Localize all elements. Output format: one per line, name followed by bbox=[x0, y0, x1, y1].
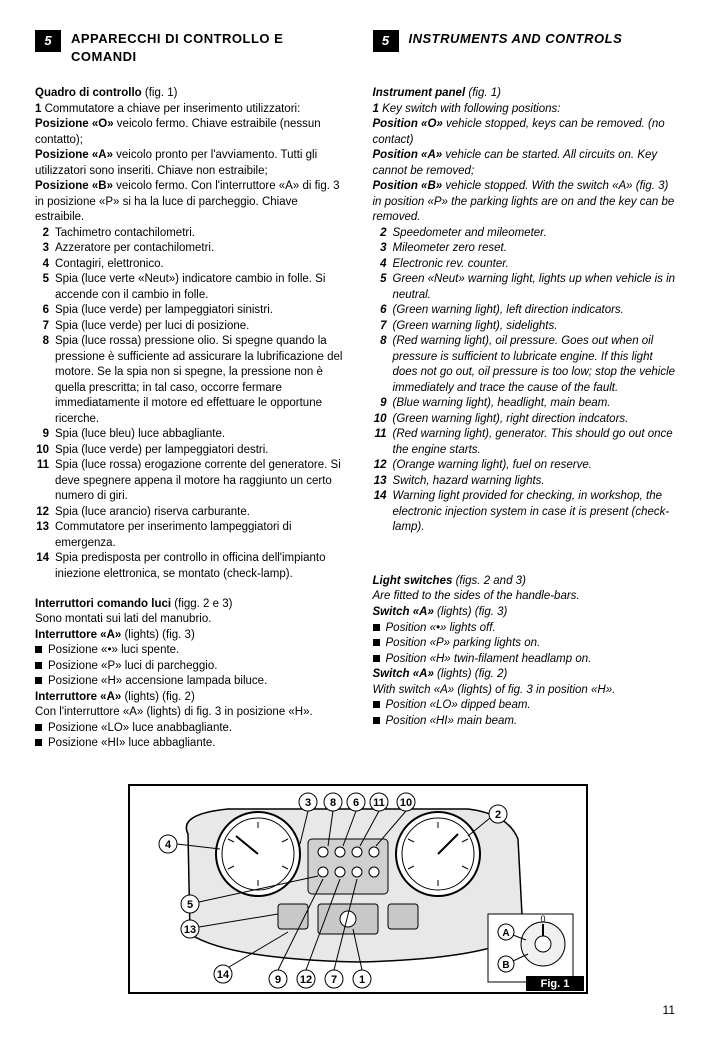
lights-block: Interruttori comando luci (figg. 2 e 3) … bbox=[35, 597, 343, 752]
lights-heading: Light switches (figs. 2 and 3) bbox=[373, 574, 681, 590]
list-item: 9(Blue warning light), headlight, main b… bbox=[373, 396, 681, 412]
svg-text:10: 10 bbox=[399, 797, 411, 809]
bullet-item: Position «HI» main beam. bbox=[373, 714, 681, 730]
bullet-item: Posizione «H» accensione lampada biluce. bbox=[35, 674, 343, 690]
item-1: 1 Commutatore a chiave per inserimento u… bbox=[35, 102, 343, 118]
svg-text:B: B bbox=[502, 960, 509, 971]
svg-text:2: 2 bbox=[494, 809, 500, 821]
lights-intro: Sono montati sui lati del manubrio. bbox=[35, 612, 343, 628]
switch-a2-items: Posizione «LO» luce anabbagliante.Posizi… bbox=[35, 721, 343, 752]
section-title: INSTRUMENTS AND CONTROLS bbox=[409, 30, 623, 48]
list-item: 9Spia (luce bleu) luce abbagliante. bbox=[35, 427, 343, 443]
lights-heading: Interruttori comando luci (figg. 2 e 3) bbox=[35, 597, 343, 613]
page-number: 11 bbox=[35, 1002, 680, 1018]
svg-text:7: 7 bbox=[330, 974, 336, 986]
svg-text:4: 4 bbox=[164, 839, 171, 851]
column-english: 5 INSTRUMENTS AND CONTROLS Instrument pa… bbox=[373, 30, 681, 766]
list-item: 5Green «Neut» warning light, lights up w… bbox=[373, 272, 681, 303]
svg-text:13: 13 bbox=[183, 924, 195, 936]
position-b: Position «B» vehicle stopped. With the s… bbox=[373, 179, 681, 226]
panel-block: Instrument panel (fig. 1) 1 Key switch w… bbox=[373, 86, 681, 536]
list-item: 2Speedometer and mileometer. bbox=[373, 226, 681, 242]
instrument-panel-figure: 4 5 13 14 9 12 7 1 3 8 6 11 10 2 0 A B F… bbox=[128, 784, 588, 994]
list-item: 10Spia (luce verde) per lampeggiatori de… bbox=[35, 443, 343, 459]
figure-caption: Fig. 1 bbox=[540, 978, 569, 990]
list-item: 7Spia (luce verde) per luci di posizione… bbox=[35, 319, 343, 335]
list-item: 4Electronic rev. counter. bbox=[373, 257, 681, 273]
svg-text:A: A bbox=[502, 928, 509, 939]
switch-a-fig2: Switch «A» (lights) (fig. 2) bbox=[373, 667, 681, 683]
list-item: 5Spia (luce verte «Neut») indicatore cam… bbox=[35, 272, 343, 303]
list-item: 11(Red warning light), generator. This s… bbox=[373, 427, 681, 458]
position-a: Posizione «A» veicolo pronto per l'avvia… bbox=[35, 148, 343, 179]
bullet-item: Posizione «HI» luce abbagliante. bbox=[35, 736, 343, 752]
bullet-item: Position «•» lights off. bbox=[373, 621, 681, 637]
svg-text:1: 1 bbox=[358, 974, 364, 986]
bullet-item: Position «LO» dipped beam. bbox=[373, 698, 681, 714]
numbered-items-left: 2Tachimetro contachilometri.3Azzeratore … bbox=[35, 226, 343, 583]
panel-block: Quadro di controllo (fig. 1) 1 Commutato… bbox=[35, 86, 343, 583]
list-item: 8Spia (luce rossa) pressione olio. Si sp… bbox=[35, 334, 343, 427]
position-a: Position «A» vehicle can be started. All… bbox=[373, 148, 681, 179]
switch-a-fig2: Interruttore «A» (lights) (fig. 2) bbox=[35, 690, 343, 706]
switch-a-fig3: Switch «A» (lights) (fig. 3) bbox=[373, 605, 681, 621]
list-item: 7(Green warning light), sidelights. bbox=[373, 319, 681, 335]
switch-a-fig3: Interruttore «A» (lights) (fig. 3) bbox=[35, 628, 343, 644]
section-number-badge: 5 bbox=[35, 30, 61, 52]
svg-text:11: 11 bbox=[373, 797, 385, 809]
list-item: 12Spia (luce arancio) riserva carburante… bbox=[35, 505, 343, 521]
section-header-left: 5 APPARECCHI DI CONTROLLO E COMANDI bbox=[35, 30, 343, 68]
position-b: Posizione «B» veicolo fermo. Con l'inter… bbox=[35, 179, 343, 226]
position-o: Position «O» vehicle stopped, keys can b… bbox=[373, 117, 681, 148]
list-item: 12(Orange warning light), fuel on reserv… bbox=[373, 458, 681, 474]
svg-text:8: 8 bbox=[329, 797, 335, 809]
section-header-right: 5 INSTRUMENTS AND CONTROLS bbox=[373, 30, 681, 68]
bullet-item: Posizione «P» luci di parcheggio. bbox=[35, 659, 343, 675]
switch-a2-intro: With switch «A» (lights) of fig. 3 in po… bbox=[373, 683, 681, 699]
list-item: 3Mileometer zero reset. bbox=[373, 241, 681, 257]
list-item: 11Spia (luce rossa) erogazione corrente … bbox=[35, 458, 343, 505]
section-number-badge: 5 bbox=[373, 30, 399, 52]
panel-heading: Instrument panel (fig. 1) bbox=[373, 86, 681, 102]
list-item: 14Warning light provided for checking, i… bbox=[373, 489, 681, 536]
numbered-items-right: 2Speedometer and mileometer.3Mileometer … bbox=[373, 226, 681, 536]
svg-text:0: 0 bbox=[540, 914, 545, 924]
list-item: 2Tachimetro contachilometri. bbox=[35, 226, 343, 242]
lights-block: Light switches (figs. 2 and 3) Are fitte… bbox=[373, 574, 681, 729]
lights-intro: Are fitted to the sides of the handle-ba… bbox=[373, 589, 681, 605]
list-item: 6(Green warning light), left direction i… bbox=[373, 303, 681, 319]
list-item: 13Commutatore per inserimento lampeggiat… bbox=[35, 520, 343, 551]
list-item: 10(Green warning light), right direction… bbox=[373, 412, 681, 428]
section-title: APPARECCHI DI CONTROLLO E COMANDI bbox=[71, 30, 343, 65]
svg-text:6: 6 bbox=[352, 797, 358, 809]
svg-text:5: 5 bbox=[186, 899, 192, 911]
bullet-item: Posizione «LO» luce anabbagliante. bbox=[35, 721, 343, 737]
list-item: 3Azzeratore per contachilometri. bbox=[35, 241, 343, 257]
svg-text:14: 14 bbox=[216, 969, 229, 981]
key-inset: 0 A B bbox=[488, 914, 573, 982]
switch-a3-items: Position «•» lights off.Position «P» par… bbox=[373, 621, 681, 668]
switch-a3-items: Posizione «•» luci spente.Posizione «P» … bbox=[35, 643, 343, 690]
bullet-item: Position «P» parking lights on. bbox=[373, 636, 681, 652]
item-1: 1 Key switch with following positions: bbox=[373, 102, 681, 118]
svg-text:12: 12 bbox=[299, 974, 311, 986]
position-o: Posizione «O» veicolo fermo. Chiave estr… bbox=[35, 117, 343, 148]
svg-text:9: 9 bbox=[274, 974, 280, 986]
list-item: 8(Red warning light), oil pressure. Goes… bbox=[373, 334, 681, 396]
list-item: 14Spia predisposta per controllo in offi… bbox=[35, 551, 343, 582]
panel-heading: Quadro di controllo (fig. 1) bbox=[35, 86, 343, 102]
list-item: 13Switch, hazard warning lights. bbox=[373, 474, 681, 490]
svg-text:3: 3 bbox=[304, 797, 310, 809]
column-italian: 5 APPARECCHI DI CONTROLLO E COMANDI Quad… bbox=[35, 30, 343, 766]
list-item: 6Spia (luce verde) per lampeggiatori sin… bbox=[35, 303, 343, 319]
switch-a2-items: Position «LO» dipped beam.Position «HI» … bbox=[373, 698, 681, 729]
bullet-item: Position «H» twin-filament headlamp on. bbox=[373, 652, 681, 668]
switch-a2-intro: Con l'interruttore «A» (lights) di fig. … bbox=[35, 705, 343, 721]
list-item: 4Contagiri, elettronico. bbox=[35, 257, 343, 273]
bullet-item: Posizione «•» luci spente. bbox=[35, 643, 343, 659]
